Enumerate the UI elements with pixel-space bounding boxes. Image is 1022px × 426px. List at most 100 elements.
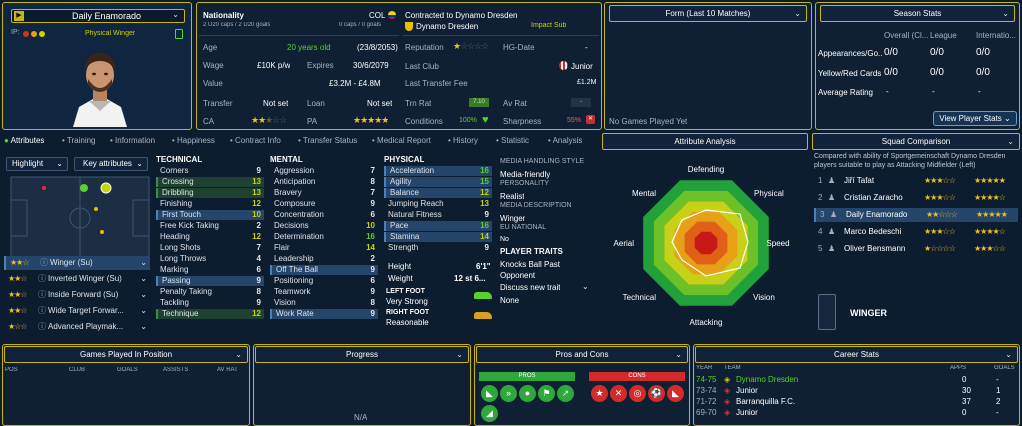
- key-attributes-select[interactable]: Key attributes ⌄: [74, 157, 148, 171]
- attribute-row[interactable]: Tackling 9: [156, 298, 264, 308]
- tab-attributes[interactable]: ● Attributes: [4, 136, 45, 145]
- cond-value: 100%: [459, 117, 477, 124]
- tab-statistic[interactable]: • Statistic: [496, 136, 530, 145]
- attribute-row[interactable]: Aggression 7: [270, 166, 378, 176]
- form-header[interactable]: Form (Last 10 Matches) ⌄: [609, 5, 807, 22]
- attribute-row[interactable]: Concentration 6: [270, 210, 378, 220]
- height-value: 6'1": [476, 262, 491, 271]
- career-row[interactable]: 73-74 ◈ Junior 30 1: [694, 386, 1019, 396]
- attribute-row[interactable]: Corners 9: [156, 166, 264, 176]
- attribute-row[interactable]: Jumping Reach 13: [384, 199, 492, 209]
- attribute-row[interactable]: Leadership 2: [270, 254, 378, 264]
- career-team: Junior: [736, 386, 758, 395]
- pro-trend-icon[interactable]: ↗: [557, 385, 574, 402]
- lastclub-value[interactable]: Junior: [571, 62, 593, 71]
- highlight-select[interactable]: Highlight ⌄: [6, 157, 68, 171]
- attribute-row[interactable]: Penalty Taking 8: [156, 287, 264, 297]
- trait-item[interactable]: Knocks Ball Past Opponent: [500, 260, 561, 280]
- squad-row[interactable]: 1 ♟ Jiří Tafat ★★★☆☆ ★★★★★: [814, 174, 1018, 188]
- pro-ball-icon[interactable]: ●: [519, 385, 536, 402]
- pro-flag-icon[interactable]: ⚑: [538, 385, 555, 402]
- tab-training[interactable]: • Training: [62, 136, 96, 145]
- attribute-row[interactable]: Finishing 12: [156, 199, 264, 209]
- squad-header[interactable]: Squad Comparison ⌄: [812, 133, 1020, 150]
- attribute-row[interactable]: Bravery 7: [270, 188, 378, 198]
- attribute-row[interactable]: Composure 9: [270, 199, 378, 209]
- pro-sprint-icon[interactable]: »: [500, 385, 517, 402]
- season-col-2: Internatio...: [976, 31, 1017, 40]
- season-header[interactable]: Season Stats ⌄: [820, 5, 1015, 22]
- attribute-row[interactable]: Positioning 6: [270, 276, 378, 286]
- con-boot-icon[interactable]: ◣: [667, 385, 684, 402]
- view-player-stats-button[interactable]: View Player Stats ⌄: [933, 111, 1017, 126]
- tab-history[interactable]: • History: [448, 136, 478, 145]
- attribute-row[interactable]: Free Kick Taking 2: [156, 221, 264, 231]
- squad-row[interactable]: 4 ♟ Marco Bedeschi ★★★☆☆ ★★★★☆: [814, 225, 1018, 239]
- discuss-trait[interactable]: Discuss new trait: [500, 283, 561, 292]
- attribute-row[interactable]: Anticipation 8: [270, 177, 378, 187]
- attribute-row[interactable]: Decisions 10: [270, 221, 378, 231]
- attribute-row[interactable]: Determination 16: [270, 232, 378, 242]
- attribute-row[interactable]: Long Throws 4: [156, 254, 264, 264]
- attribute-row[interactable]: Marking 6: [156, 265, 264, 275]
- club-crest-icon: [405, 22, 413, 31]
- squad-row[interactable]: 3 ♟ Daily Enamorado ★★☆☆☆ ★★★★★: [814, 208, 1018, 222]
- role-row[interactable]: ★★☆ ⓘ Inside Forward (Su) ⌄: [4, 288, 150, 302]
- attribute-row[interactable]: Technique 12: [156, 309, 264, 319]
- attribute-row[interactable]: Agility 15: [384, 177, 492, 187]
- career-header[interactable]: Career Stats ⌄: [695, 346, 1018, 363]
- chevron-down-icon: ⌄: [172, 10, 179, 19]
- role-row[interactable]: ★★☆ ⓘ Inverted Winger (Su) ⌄: [4, 272, 150, 286]
- con-target-icon[interactable]: ◎: [629, 385, 646, 402]
- attribute-row[interactable]: Long Shots 7: [156, 243, 264, 253]
- con-ball-icon[interactable]: ⚽: [648, 385, 665, 402]
- attribute-row[interactable]: First Touch 10: [156, 210, 264, 220]
- club-name[interactable]: Dynamo Dresden: [416, 22, 479, 31]
- player-name-bar[interactable]: ▶ Daily Enamorado ⌄: [11, 9, 185, 23]
- notes-icon[interactable]: [175, 29, 183, 39]
- attribute-row[interactable]: Acceleration 16: [384, 166, 492, 176]
- attribute-row[interactable]: Passing 9: [156, 276, 264, 286]
- career-row[interactable]: 71-72 ◈ Barranquilla F.C. 37 2: [694, 397, 1019, 407]
- attribute-row[interactable]: Stamina 14: [384, 232, 492, 242]
- attribute-row[interactable]: Balance 12: [384, 188, 492, 198]
- attribute-name: Acceleration: [390, 166, 435, 175]
- sharp-value: 55%: [567, 117, 582, 124]
- con-star-icon[interactable]: ★: [591, 385, 608, 402]
- attribute-row[interactable]: Work Rate 9: [270, 309, 378, 319]
- role-row[interactable]: ★★☆ ⓘ Wide Target Forwar... ⌄: [4, 304, 150, 318]
- attribute-row[interactable]: Natural Fitness 9: [384, 210, 492, 220]
- career-row[interactable]: 69-70 ◈ Junior 0 -: [694, 408, 1019, 418]
- attribute-row[interactable]: Pace 16: [384, 221, 492, 231]
- tab-medical-report[interactable]: • Medical Report: [372, 136, 431, 145]
- role-row[interactable]: ★★☆ ⓘ Winger (Su) ⌄: [4, 256, 150, 270]
- attribute-row[interactable]: Vision 8: [270, 298, 378, 308]
- progress-header[interactable]: Progress ⌄: [255, 346, 469, 363]
- attribute-radar: Defending Physical Speed Vision Attackin…: [614, 165, 790, 327]
- games-header[interactable]: Games Played In Position ⌄: [4, 346, 248, 363]
- pro-boot-icon[interactable]: ◣: [481, 385, 498, 402]
- attribute-row[interactable]: Teamwork 9: [270, 287, 378, 297]
- attribute-row[interactable]: Heading 12: [156, 232, 264, 242]
- personality-label: PERSONALITY: [500, 180, 550, 187]
- nationality-value[interactable]: COL: [369, 11, 386, 20]
- tab-transfer-status[interactable]: • Transfer Status: [298, 136, 358, 145]
- squad-row[interactable]: 2 ♟ Cristian Zaracho ★★★☆☆ ★★★★☆: [814, 191, 1018, 205]
- squad-row[interactable]: 5 ♟ Oliver Bensmann ★☆☆☆☆ ★★★☆☆: [814, 242, 1018, 256]
- pros-cons-header[interactable]: Pros and Cons ⌄: [476, 346, 688, 363]
- role-row[interactable]: ★☆☆ ⓘ Advanced Playmak... ⌄: [4, 320, 150, 334]
- career-row[interactable]: 74-75 ◈ Dynamo Dresden 0 -: [694, 375, 1019, 385]
- tab-information[interactable]: • Information: [110, 136, 156, 145]
- attribute-row[interactable]: Strength 9: [384, 243, 492, 253]
- attribute-row[interactable]: Dribbling 13: [156, 188, 264, 198]
- con-cross-icon[interactable]: ✕: [610, 385, 627, 402]
- highlight-label: Highlight: [12, 159, 44, 168]
- tab-analysis[interactable]: • Analysis: [548, 136, 583, 145]
- attribute-row[interactable]: Flair 14: [270, 243, 378, 253]
- tab-happiness[interactable]: • Happiness: [172, 136, 215, 145]
- tab-contract-info[interactable]: • Contract Info: [230, 136, 281, 145]
- chevron-down-icon: ⌄: [136, 159, 143, 168]
- attribute-row[interactable]: Off The Ball 9: [270, 265, 378, 275]
- attribute-row[interactable]: Crossing 13: [156, 177, 264, 187]
- pro-foot-icon[interactable]: ◢: [481, 405, 498, 422]
